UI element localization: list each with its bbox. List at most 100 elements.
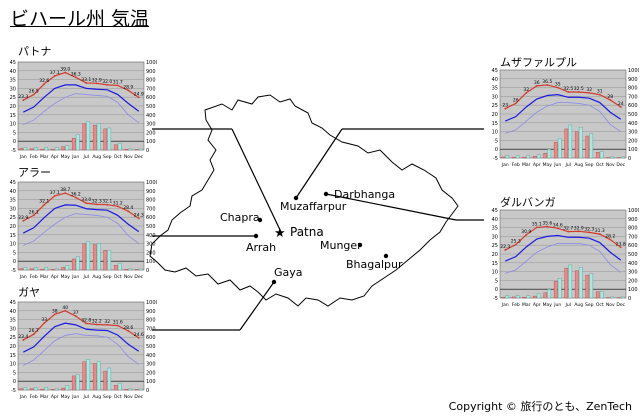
max-temp-point: [106, 203, 109, 206]
month-tick-label: May: [61, 154, 71, 160]
right-tick-label: 900: [628, 217, 638, 223]
precipitation-bar: [564, 128, 569, 159]
right-tick-label: 1000: [146, 60, 157, 66]
max-temp-point: [116, 324, 119, 327]
left-tick-label: 25: [492, 243, 498, 249]
right-tick-label: 400: [146, 233, 156, 239]
rain-days-bar: [589, 133, 594, 159]
max-temp-data-label: 22.3: [500, 244, 510, 250]
max-temp-point: [106, 323, 109, 326]
chart-title-patna: パトナ: [18, 45, 52, 58]
max-temp-data-label: 32: [104, 319, 110, 325]
precipitation-bar: [71, 375, 76, 391]
max-temp-data-label: 36: [534, 80, 540, 86]
precipitation-bar: [61, 267, 66, 271]
month-tick-label: Jan: [501, 302, 509, 308]
max-temp-data-label: 23.3: [18, 94, 28, 100]
city-label-munger: Munger: [320, 239, 362, 252]
max-temp-data-label: 24: [618, 101, 624, 107]
max-temp-point: [116, 205, 119, 208]
max-temp-point: [525, 233, 528, 236]
max-temp-point: [504, 249, 507, 251]
right-tick-label: 700: [628, 234, 638, 240]
rain-days-bar: [107, 250, 112, 271]
precipitation-bar: [92, 244, 97, 271]
city-dot-munger: [357, 242, 363, 248]
precipitation-bar: [585, 135, 590, 159]
rain-days-bar: [75, 374, 80, 391]
left-tick-label: 10: [492, 130, 498, 136]
rain-days-bar: [526, 295, 531, 299]
rain-days-bar: [128, 268, 133, 271]
mean-temp-line: [22, 84, 140, 113]
month-tick-label: Jul: [565, 302, 571, 308]
rain-days-bar: [96, 243, 101, 271]
max-temp-point: [546, 225, 549, 228]
max-temp-data-label: 36.2: [71, 191, 81, 197]
climate-chart-muzaffarpur: 4510004090035800307002560020500154001030…: [484, 66, 639, 176]
left-tick-label: 45: [10, 300, 16, 306]
page-title: ビハール州 気温: [10, 8, 150, 30]
precipitation-bar: [61, 146, 66, 151]
precipitation-bar: [61, 387, 66, 391]
right-tick-label: 100: [146, 379, 156, 385]
left-tick-label: 35: [492, 226, 498, 232]
rain-days-bar: [33, 267, 38, 271]
max-temp-data-label: 30.9: [521, 229, 531, 235]
left-tick-label: -5: [11, 268, 16, 274]
left-tick-label: 45: [10, 180, 16, 186]
right-tick-label: 200: [628, 278, 638, 284]
max-temp-point: [619, 106, 622, 108]
city-dot-chapra: [257, 217, 263, 223]
month-tick-label: May: [61, 274, 71, 280]
city-label-chapra: Chapra: [220, 211, 260, 224]
max-temp-point: [525, 91, 528, 94]
precipitation-bar: [564, 267, 569, 299]
max-temp-data-label: 32.9: [574, 225, 584, 231]
max-temp-point: [43, 322, 46, 325]
right-tick-label: 1000: [146, 180, 157, 186]
precipitation-bar: [40, 388, 45, 391]
precipitation-bar: [71, 138, 76, 151]
rain-days-bar: [557, 138, 562, 159]
max-temp-data-label: 32.2: [92, 319, 102, 325]
max-temp-data-label: 25.3: [511, 239, 521, 245]
left-tick-label: 40: [10, 189, 16, 195]
max-temp-data-label: 39.0: [60, 67, 70, 73]
max-temp-point: [95, 203, 98, 206]
right-tick-label: 0: [146, 148, 149, 154]
left-tick-label: 20: [492, 252, 498, 258]
max-temp-data-label: 31.2: [113, 200, 123, 206]
right-tick-label: 500: [146, 104, 156, 110]
max-temp-point: [609, 99, 612, 101]
precipitation-bar: [543, 292, 548, 299]
rain-days-bar: [578, 267, 583, 299]
city-label-muzaffarpur: Muzaffarpur: [280, 200, 347, 213]
bihar-state-outline: [149, 94, 459, 307]
right-tick-label: 0: [146, 268, 149, 274]
max-temp-point: [85, 322, 88, 325]
max-temp-data-label: 31.3: [595, 228, 605, 234]
precipitation-bar: [522, 297, 527, 299]
right-tick-label: 900: [146, 309, 156, 315]
right-tick-label: 800: [146, 78, 156, 84]
precipitation-bar: [532, 295, 537, 299]
max-temp-line: [22, 192, 140, 222]
left-tick-label: 30: [10, 206, 16, 212]
right-tick-label: 100: [146, 139, 156, 145]
max-temp-data-label: 23.4: [18, 334, 28, 340]
mean-temp-line: [22, 204, 140, 234]
max-temp-point: [22, 339, 25, 341]
right-tick-label: 300: [146, 242, 156, 248]
month-tick-label: Feb: [512, 162, 520, 168]
max-temp-data-label: 35.1: [532, 221, 542, 227]
max-temp-point: [95, 82, 98, 85]
left-tick-label: 25: [10, 335, 16, 341]
month-tick-label: Apr: [51, 154, 59, 160]
rain-days-bar: [610, 156, 615, 159]
max-temp-data-label: 32.5: [563, 86, 573, 92]
max-temp-data-label: 36.5: [542, 79, 552, 85]
precipitation-bar: [40, 149, 45, 151]
max-temp-data-label: 32: [586, 87, 592, 93]
copyright-text: Copyright © 旅行のとも、ZenTech: [448, 400, 632, 413]
